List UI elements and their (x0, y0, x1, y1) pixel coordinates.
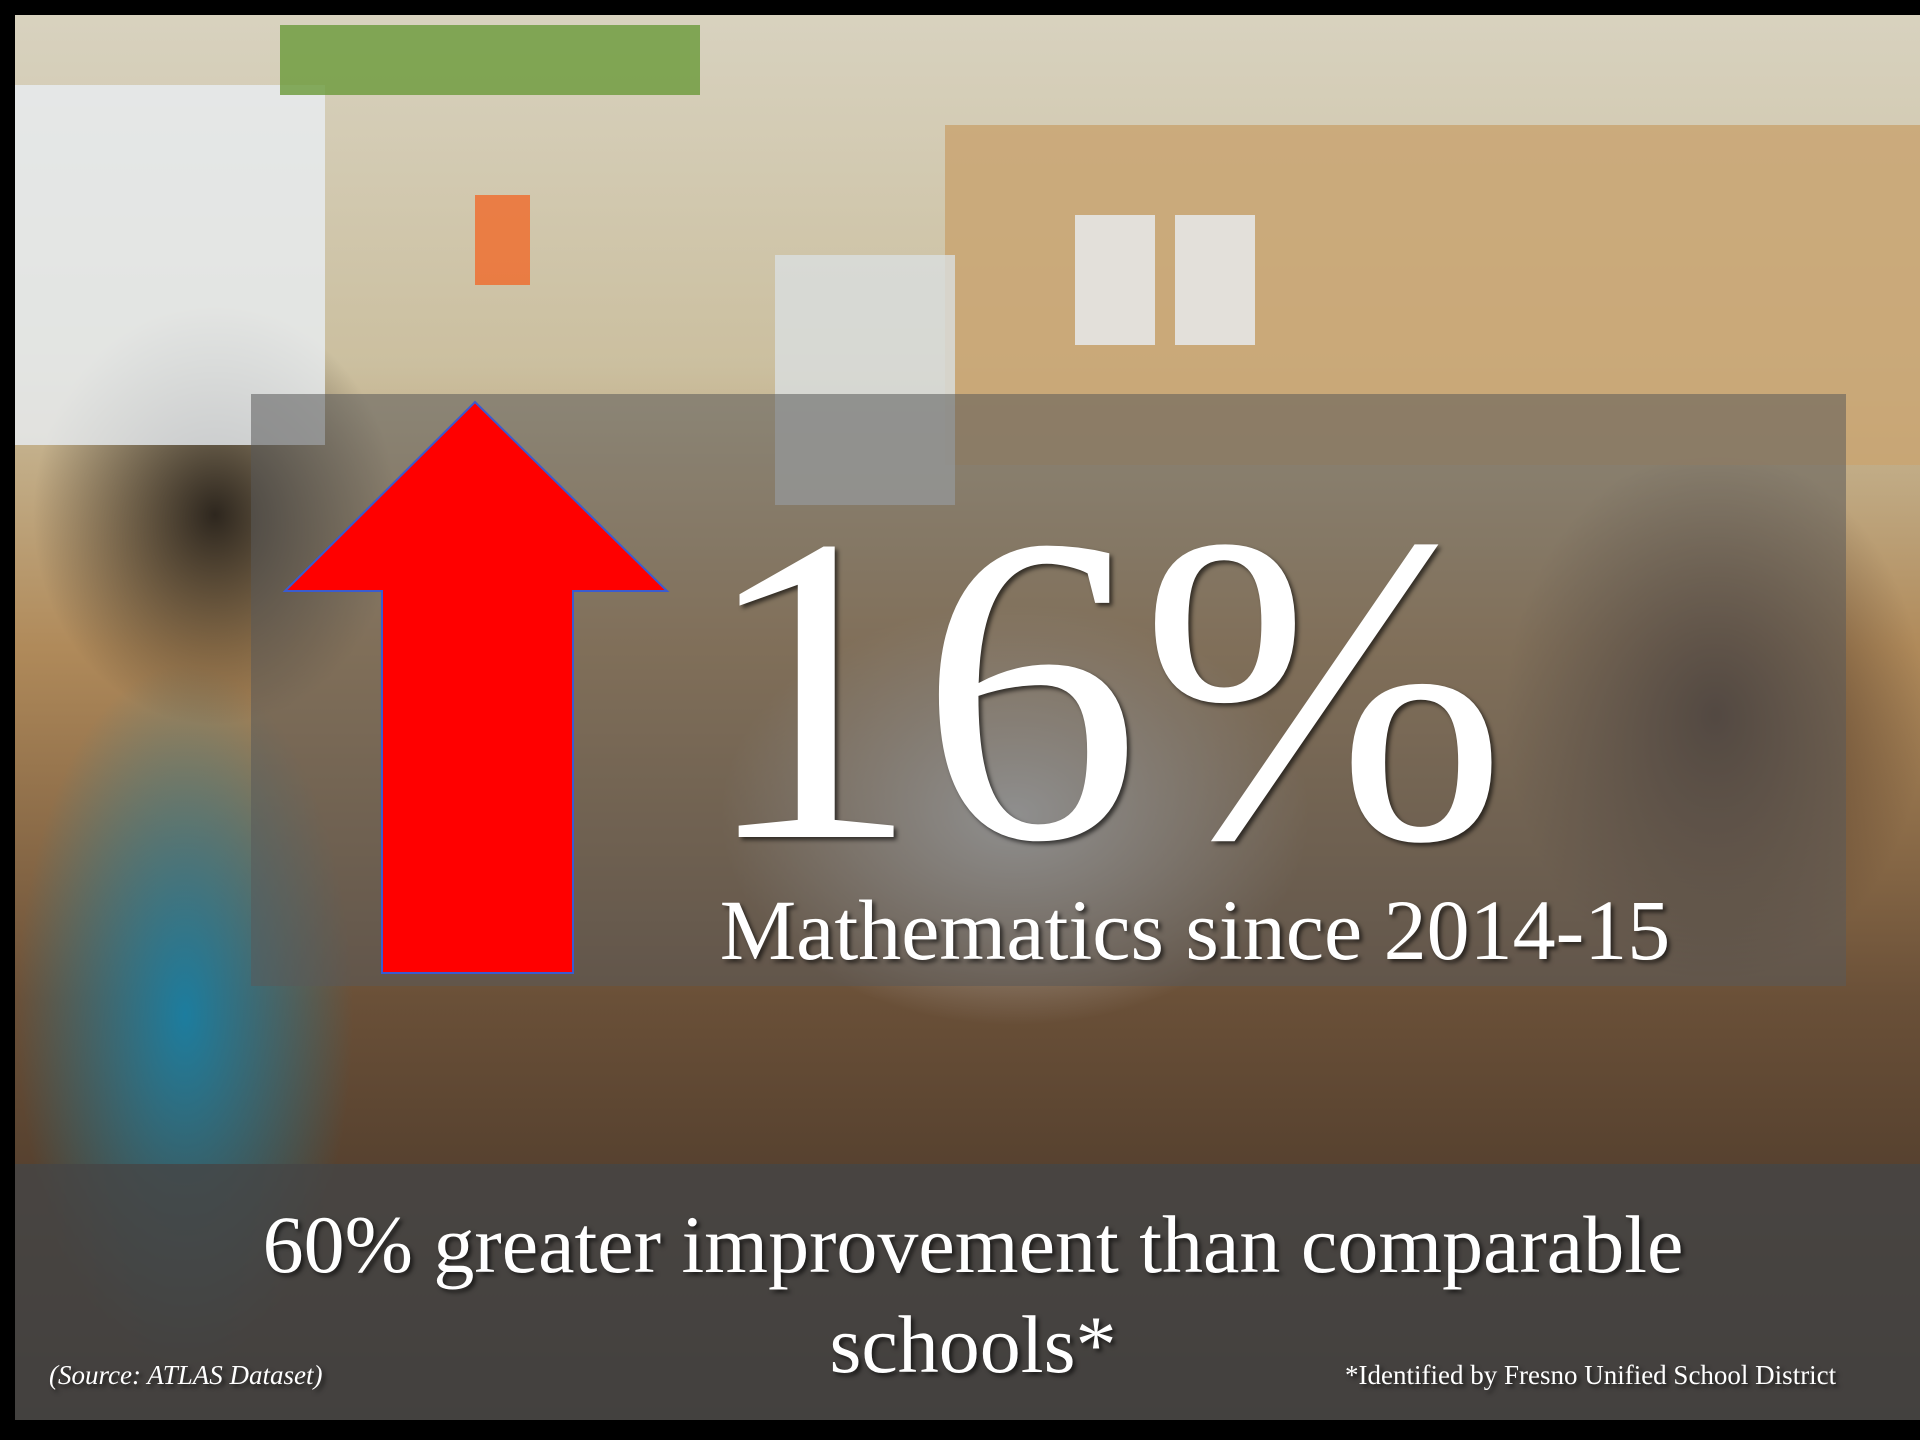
subtitle: Mathematics since 2014-15 (600, 880, 1790, 980)
headline: 16% (700, 470, 1500, 910)
source: (Source: ATLAS Dataset) (49, 1360, 322, 1391)
slide: 16% Mathematics since 2014-15 60% greate… (0, 0, 1920, 1440)
footnote: *Identified by Fresno Unified School Dis… (1345, 1360, 1836, 1391)
